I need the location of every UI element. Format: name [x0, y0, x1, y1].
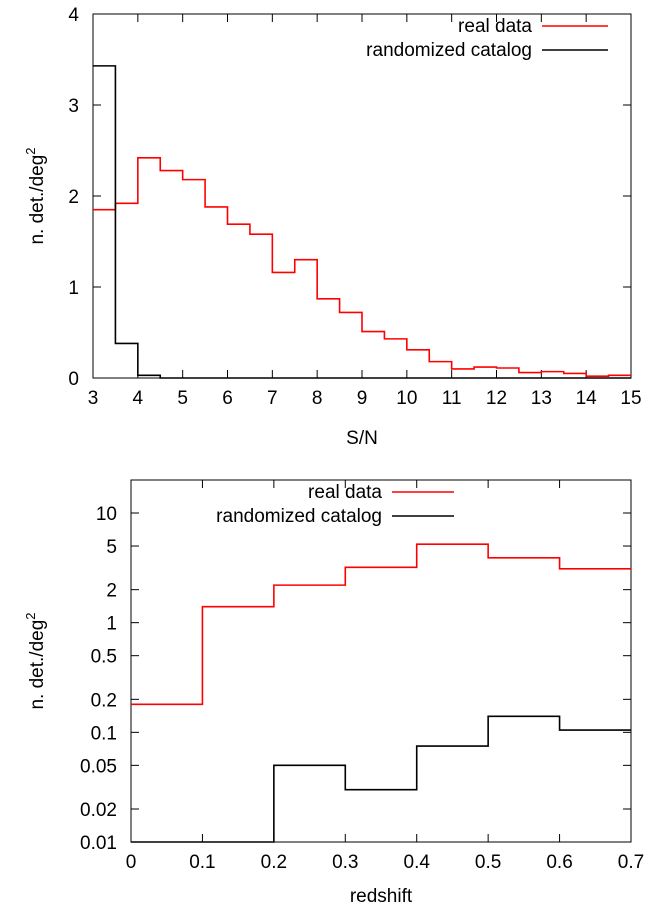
plot-frame	[130, 479, 632, 843]
y-axis-label: n. det./deg2	[23, 147, 48, 244]
y-tick-label: 10	[96, 504, 117, 525]
x-tick-label: 15	[620, 388, 641, 409]
legend-label-real-data: real data	[308, 482, 382, 503]
y-tick-label: 0.02	[80, 800, 117, 821]
redshift-histogram-panel: 0 0.1 0.2 0.3 0.4 0.5 0.6 0.7 0.010.020.050.10.…	[23, 479, 644, 907]
y-axis-label-main: n. det./deg	[27, 155, 48, 245]
x-tick-label: 3	[88, 388, 99, 409]
x-tick-label: 14	[576, 388, 598, 409]
x-tick-label: 8	[312, 388, 323, 409]
legend-label-real-data: real data	[458, 16, 532, 37]
y-axis-label: n. det./deg2	[23, 612, 48, 709]
series-lines	[131, 543, 631, 843]
y-tick-label: 0.2	[91, 690, 117, 711]
x-tick-label: 0	[126, 852, 137, 873]
legend-label-randomized-catalog: randomized catalog	[366, 40, 532, 61]
series-randomized-catalog-line	[131, 715, 631, 843]
y-ticks: 0 1 2 3 4	[68, 5, 631, 390]
x-tick-label: 0.1	[189, 852, 215, 873]
y-tick-label: 2	[106, 581, 117, 602]
legend: real data randomized catalog	[216, 482, 454, 527]
x-tick-label: 9	[357, 388, 368, 409]
y-tick-label: 5	[106, 537, 117, 558]
series-randomized-catalog-line	[93, 65, 631, 379]
x-tick-label: 0.6	[546, 852, 572, 873]
series-real-data-line	[93, 156, 631, 377]
legend: real data randomized catalog	[366, 16, 608, 61]
x-tick-label: 0.4	[404, 852, 431, 873]
x-axis-label: S/N	[346, 428, 378, 449]
y-axis-label-sup: 2	[23, 147, 38, 154]
y-tick-label: 0.05	[80, 756, 117, 777]
x-tick-label: 7	[267, 388, 278, 409]
x-tick-label: 11	[442, 388, 462, 409]
x-tick-label: 13	[531, 388, 552, 409]
x-tick-label: 0.3	[332, 852, 358, 873]
x-tick-label: 0.5	[475, 852, 501, 873]
y-tick-label: 0.01	[80, 833, 117, 854]
x-tick-label: 0.7	[618, 852, 644, 873]
y-tick-label: 1	[106, 614, 117, 635]
y-axis-label-main: n. det./deg	[27, 620, 48, 710]
series-real-data-line	[131, 543, 631, 706]
y-ticks: 0.01 0.02 0.05 0.1 0.2 0.5 1 2 5 10	[80, 504, 631, 854]
y-tick-label: 4	[68, 5, 79, 26]
x-tick-label: 4	[133, 388, 144, 409]
series-lines	[93, 65, 631, 379]
x-axis-label: redshift	[350, 886, 413, 907]
x-tick-label: 6	[222, 388, 233, 409]
x-ticks: 0 0.1 0.2 0.3 0.4 0.5 0.6 0.7	[126, 480, 644, 873]
x-tick-label: 5	[177, 388, 188, 409]
y-tick-label: 0.1	[91, 723, 117, 744]
y-tick-label: 1	[68, 278, 79, 299]
x-ticks: 3 4 5 6 7 8 9 10 11 12 13 14 15	[88, 14, 642, 409]
legend-label-randomized-catalog: randomized catalog	[216, 506, 382, 527]
y-axis-label-sup: 2	[23, 612, 38, 619]
x-tick-label: 12	[486, 388, 507, 409]
x-tick-label: 0.2	[261, 852, 287, 873]
y-tick-label: 0	[68, 369, 79, 390]
y-tick-label: 0.5	[91, 647, 117, 668]
x-tick-label: 10	[396, 388, 417, 409]
y-tick-label: 3	[68, 96, 79, 117]
y-tick-label: 2	[68, 187, 79, 208]
